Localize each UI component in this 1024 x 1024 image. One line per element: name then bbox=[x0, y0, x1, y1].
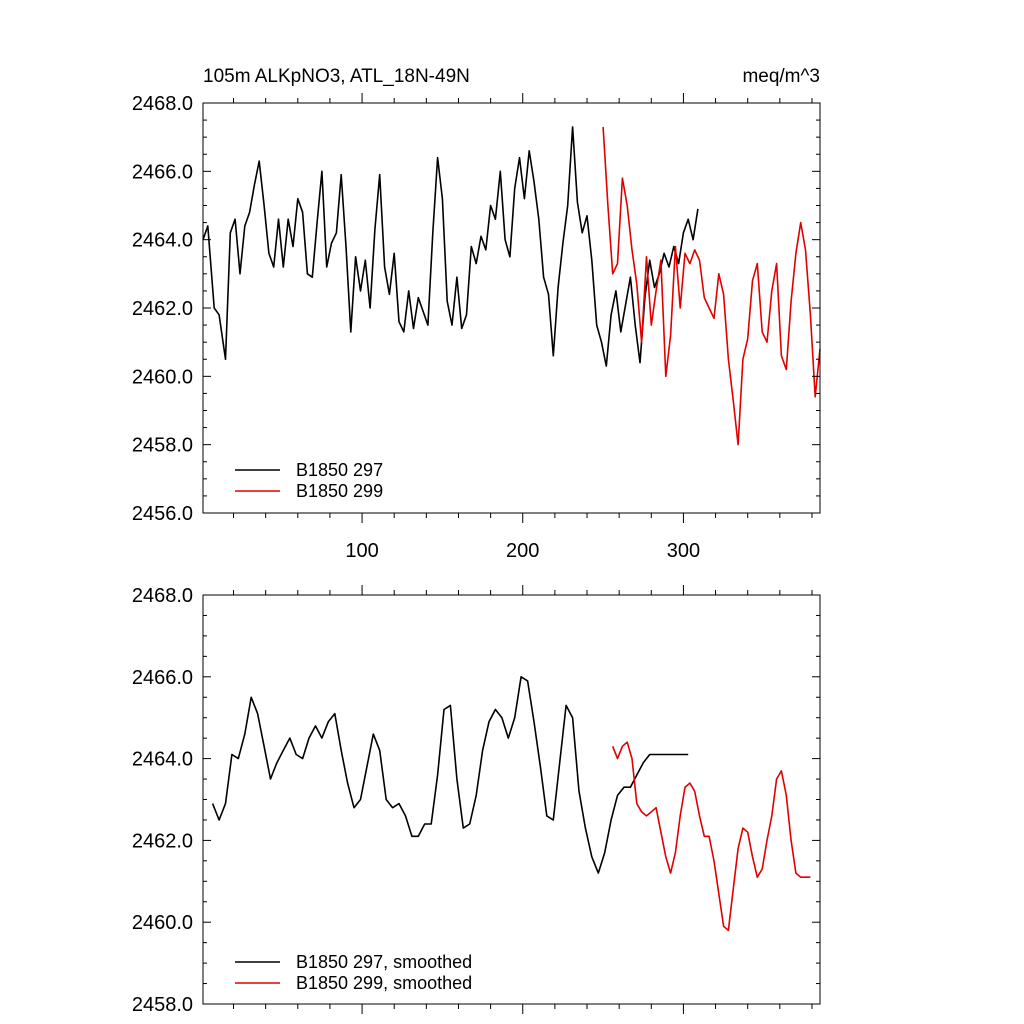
y-tick-label: 2464.0 bbox=[132, 230, 193, 252]
y-tick-label: 2466.0 bbox=[132, 161, 193, 183]
y-tick-label: 2462.0 bbox=[132, 298, 193, 320]
y-tick-label: 2458.0 bbox=[132, 435, 193, 457]
y-tick-label: 2462.0 bbox=[132, 830, 193, 852]
bottom-plot-frame bbox=[202, 594, 821, 1005]
top-plot-frame bbox=[202, 102, 821, 514]
top-ticks-group bbox=[203, 93, 820, 523]
y-tick-label: 2456.0 bbox=[132, 503, 193, 525]
legend-label: B1850 299, smoothed bbox=[296, 973, 472, 993]
series-line-2-2 bbox=[611, 741, 811, 932]
legend-label: B1850 297, smoothed bbox=[296, 952, 472, 972]
bottom-tick-labels-group: 2458.0 2460.0 2462.0 2464.0 2466.0 2468.0 bbox=[132, 585, 193, 1016]
y-tick-label: 2464.0 bbox=[132, 749, 193, 771]
y-tick-label: 2468.0 bbox=[132, 585, 193, 607]
series-line-1-2 bbox=[602, 126, 821, 446]
units-label: meq/m^3 bbox=[742, 66, 820, 87]
top-panel: 105m ALKpNO3, ATL_18N-49N meq/m^3 2456.0… bbox=[132, 66, 821, 562]
y-tick-label: 2460.0 bbox=[132, 366, 193, 388]
y-tick-label: 2458.0 bbox=[132, 994, 193, 1016]
series-line-2-1 bbox=[211, 675, 689, 874]
top-series-group bbox=[202, 126, 821, 446]
x-tick-label: 300 bbox=[667, 540, 700, 562]
chart-title: 105m ALKpNO3, ATL_18N-49N bbox=[203, 66, 470, 87]
y-tick-label: 2466.0 bbox=[132, 667, 193, 689]
y-tick-label: 2460.0 bbox=[132, 912, 193, 934]
bottom-ticks-group bbox=[203, 585, 820, 1014]
legend-label: B1850 297 bbox=[296, 460, 383, 480]
bottom-series-group bbox=[211, 675, 811, 932]
x-tick-label: 200 bbox=[506, 540, 539, 562]
series-line-1-1 bbox=[202, 126, 699, 367]
top-tick-labels-group: 2456.0 2458.0 2460.0 2462.0 2464.0 2466.0 2468… bbox=[132, 93, 700, 562]
legend-label: B1850 299 bbox=[296, 481, 383, 501]
y-tick-label: 2468.0 bbox=[132, 93, 193, 115]
bottom-panel: 2458.0 2460.0 2462.0 2464.0 2466.0 2468.0 B18… bbox=[132, 585, 821, 1016]
x-tick-label: 100 bbox=[345, 540, 378, 562]
